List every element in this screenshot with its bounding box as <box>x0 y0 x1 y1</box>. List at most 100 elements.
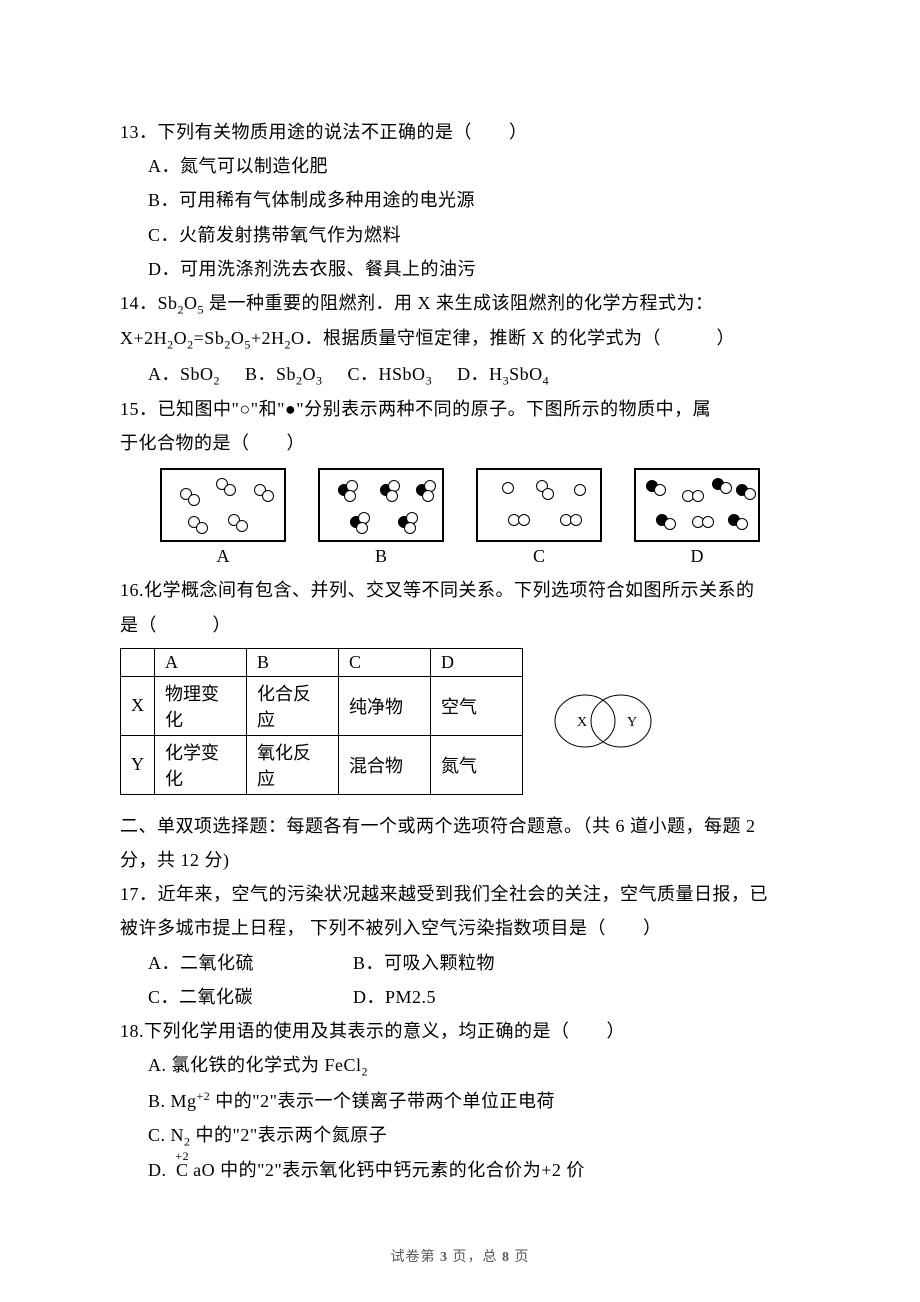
atom-open <box>744 488 756 500</box>
q18-opt-b: B. Mg+2 中的"2"表示一个镁离子带两个单位正电荷 <box>120 1084 800 1118</box>
q14-D: D．H <box>457 364 503 384</box>
cell: 物理变化 <box>155 676 247 735</box>
venn-x: X <box>577 715 587 730</box>
footer-e: 页 <box>510 1250 530 1265</box>
q14-opt-b: B．Sb2O3 <box>245 364 323 384</box>
q15-line2: 于化合物的是（ ） <box>120 426 800 460</box>
q15-box-d <box>634 468 760 542</box>
section2-line2: 分，共 12 分) <box>120 843 800 877</box>
atom-open <box>404 522 416 534</box>
q14-opt-a: A．SbO2 <box>148 364 220 384</box>
q18-opt-c: C. N2 中的"2"表示两个氮原子 <box>120 1118 800 1153</box>
cell: 空气 <box>431 676 523 735</box>
q14-l2f: O．根据质量守恒定律，推断 X 的化学式为（ ） <box>291 328 735 348</box>
q14-l1a: 14．Sb <box>120 293 178 313</box>
q17-opt-a: A．二氧化硫 <box>148 946 348 980</box>
q13-opt-b: B．可用稀有气体制成多种用途的电光源 <box>120 183 800 217</box>
atom-open <box>502 482 514 494</box>
q14-l1b: O <box>184 293 198 313</box>
valence-top: +2 <box>172 1150 194 1162</box>
q15-box-a <box>160 468 286 542</box>
q18-A1: A. 氯化铁的化学式为 FeCl <box>148 1055 362 1075</box>
q15-label-a: A <box>160 546 286 567</box>
q15-line1: 15．已知图中"○"和"●"分别表示两种不同的原子。下图所示的物质中，属 <box>120 392 800 426</box>
atom-open <box>720 482 732 494</box>
q13-opt-a: A．氮气可以制造化肥 <box>120 149 800 183</box>
cell: 化学变化 <box>155 735 247 794</box>
q18-D1: D. <box>148 1160 172 1180</box>
q14-l2e: +2H <box>251 328 285 348</box>
atom-open <box>188 494 200 506</box>
atom-open <box>702 516 714 528</box>
sub-3: 3 <box>316 373 323 387</box>
page-footer: 试卷第 3 页，总 8 页 <box>0 1246 920 1266</box>
atom-open <box>736 518 748 530</box>
q15-label-d: D <box>634 546 760 567</box>
q14-A: A．SbO <box>148 364 214 384</box>
q14-line1: 14．Sb2O5 是一种重要的阻燃剂．用 X 来生成该阻燃剂的化学方程式为： <box>120 286 800 321</box>
table-row: A B C D <box>121 648 523 676</box>
q15-labels: A B C D <box>120 546 800 567</box>
atom-open <box>356 522 368 534</box>
q18-D2: aO 中的"2"表示氧化钙中钙元素的化合价为+2 价 <box>193 1160 585 1180</box>
cell: 纯净物 <box>339 676 431 735</box>
q14-l2d: O <box>231 328 245 348</box>
cell: 混合物 <box>339 735 431 794</box>
q17-line1: 17．近年来，空气的污染状况越来越受到我们全社会的关注，空气质量日报，已 <box>120 877 800 911</box>
q18-B2: 中的"2"表示一个镁离子带两个单位正电荷 <box>210 1091 555 1111</box>
atom-open <box>224 484 236 496</box>
atom-open <box>570 514 582 526</box>
venn-diagram: X Y <box>543 686 663 756</box>
q15-box-b <box>318 468 444 542</box>
q14-options: A．SbO2 B．Sb2O3 C．HSbO3 D．H3SbO4 <box>120 357 800 392</box>
q14-opt-c: C．HSbO3 <box>348 364 433 384</box>
q18-stem: 18.下列化学用语的使用及其表示的意义，均正确的是（ ） <box>120 1014 800 1048</box>
q13-stem: 13．下列有关物质用途的说法不正确的是（ ） <box>120 115 800 149</box>
cell: A <box>155 648 247 676</box>
q14-C: C．HSbO <box>348 364 426 384</box>
atom-open <box>664 518 676 530</box>
q14-line2: X+2H2O2=Sb2O5+2H2O．根据质量守恒定律，推断 X 的化学式为（ … <box>120 321 800 356</box>
q14-B: B．Sb <box>245 364 296 384</box>
q13-opt-d: D．可用洗涤剂洗去衣服、餐具上的油污 <box>120 252 800 286</box>
sub-2: 2 <box>214 373 221 387</box>
footer-c: 页，总 <box>448 1250 502 1265</box>
q18-C2: 中的"2"表示两个氮原子 <box>191 1125 388 1145</box>
atom-open <box>422 490 434 502</box>
q18-opt-a: A. 氯化铁的化学式为 FeCl2 <box>120 1048 800 1083</box>
atom-open <box>196 522 208 534</box>
q13-opt-c: C．火箭发射携带氧气作为燃料 <box>120 218 800 252</box>
q14-l2a: X+2H <box>120 328 167 348</box>
q17-row2: C．二氧化碳 D．PM2.5 <box>120 980 800 1014</box>
atom-open <box>574 484 586 496</box>
page: 13．下列有关物质用途的说法不正确的是（ ） A．氮气可以制造化肥 B．可用稀有… <box>0 0 920 1302</box>
q14-opt-d: D．H3SbO4 <box>457 364 549 384</box>
q18-C1: C. N <box>148 1125 184 1145</box>
q16-wrap: A B C D X 物理变化 化合反应 纯净物 空气 Y 化学变化 氧化反应 混… <box>120 648 800 795</box>
q14-l1c: 是一种重要的阻燃剂．用 X 来生成该阻燃剂的化学方程式为： <box>204 293 714 313</box>
cell: B <box>247 648 339 676</box>
footer-total: 8 <box>502 1250 510 1265</box>
sub-4: 4 <box>543 373 550 387</box>
atom-open <box>344 490 356 502</box>
table-row: Y 化学变化 氧化反应 混合物 氮气 <box>121 735 523 794</box>
atom-open <box>692 490 704 502</box>
q15-box-c <box>476 468 602 542</box>
sub-3: 3 <box>426 373 433 387</box>
cell: 氮气 <box>431 735 523 794</box>
venn-y: Y <box>627 715 637 730</box>
q15-label-b: B <box>318 546 444 567</box>
q18-opt-d: D. +2CaO 中的"2"表示氧化钙中钙元素的化合价为+2 价 <box>120 1153 800 1187</box>
q14-Bb: O <box>303 364 317 384</box>
q17-row1: A．二氧化硫 B．可吸入颗粒物 <box>120 946 800 980</box>
q17-opt-b: B．可吸入颗粒物 <box>353 946 495 980</box>
cell: 氧化反应 <box>247 735 339 794</box>
sub-2: 2 <box>362 1065 369 1079</box>
atom-open <box>654 484 666 496</box>
cell: X <box>121 676 155 735</box>
ca-valence: +2C <box>172 1161 194 1179</box>
atom-open <box>236 520 248 532</box>
atom-open <box>386 490 398 502</box>
q18-B1: B. Mg <box>148 1091 197 1111</box>
cell: D <box>431 648 523 676</box>
